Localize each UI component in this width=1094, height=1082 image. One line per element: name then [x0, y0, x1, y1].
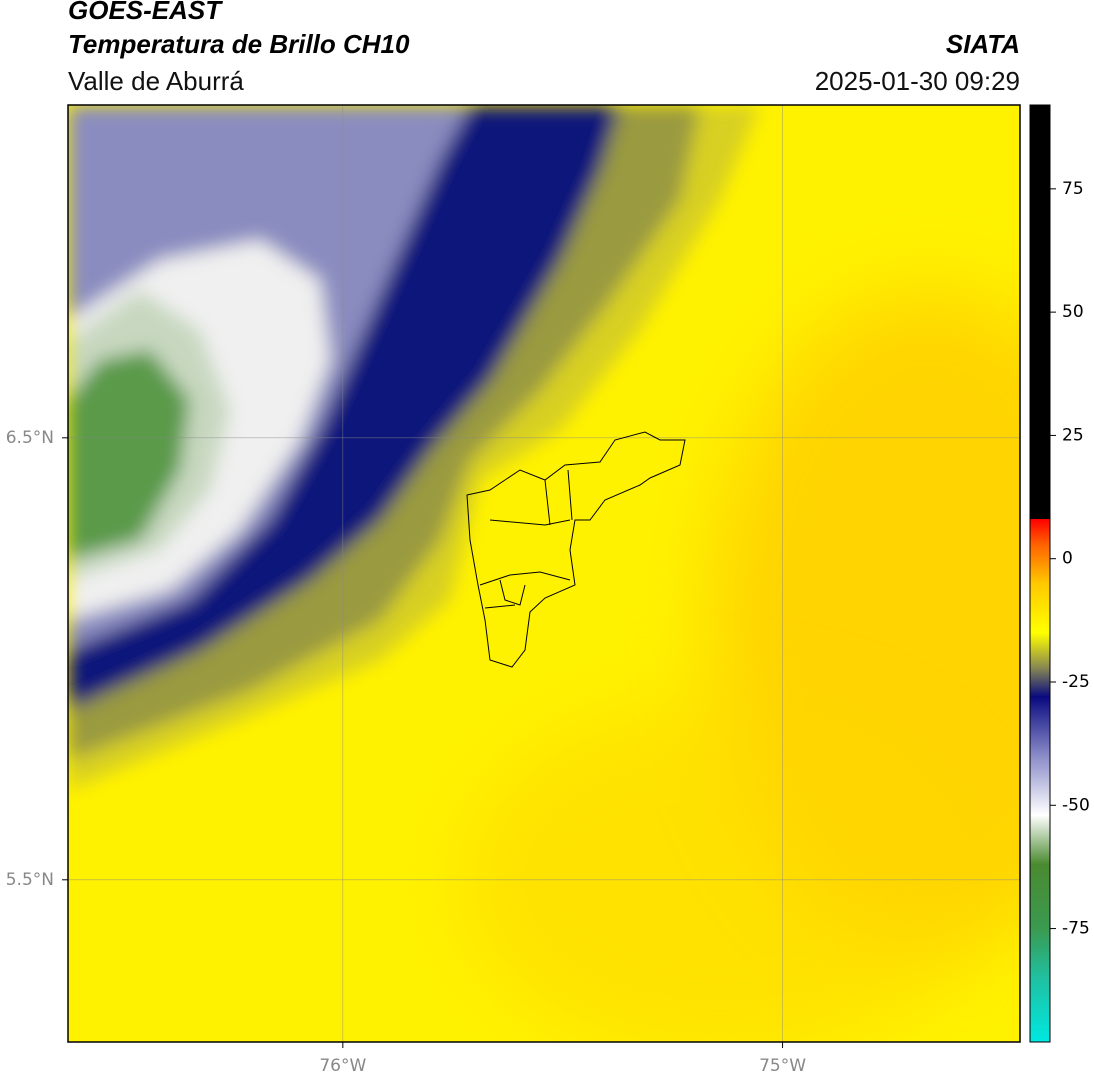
timestamp: 2025-01-30 09:29: [815, 66, 1020, 96]
colorbar: [1029, 104, 1051, 1043]
cloud-field: [68, 105, 760, 790]
cloud-green: [68, 350, 190, 560]
y-tick-label: 6.5°N: [6, 428, 54, 448]
colorbar-tick-label: 0: [1062, 549, 1073, 569]
x-tick-label: 76°W: [319, 1056, 366, 1076]
colorbar-tick-label: -25: [1062, 672, 1090, 692]
colorbar-tick-label: -50: [1062, 795, 1090, 815]
source: SIATA: [946, 29, 1020, 59]
colorbar-tick-label: 75: [1062, 179, 1084, 199]
map-image: [68, 105, 1020, 1042]
title: GOES-EAST: [68, 0, 223, 25]
region: Valle de Aburrá: [68, 66, 244, 96]
y-tick-label: 5.5°N: [6, 870, 54, 890]
colorbar-tick-label: 50: [1062, 302, 1084, 322]
municipal-boundaries: [466, 431, 686, 668]
colorbar-tick-label: 25: [1062, 425, 1084, 445]
subtitle: Temperatura de Brillo CH10: [68, 29, 410, 59]
warm-area: [460, 700, 980, 1042]
x-tick-label: 75°W: [759, 1056, 806, 1076]
grid: [68, 105, 1020, 1042]
colorbar-tick-label: -75: [1062, 919, 1090, 939]
map-frame: [67, 104, 1021, 1043]
